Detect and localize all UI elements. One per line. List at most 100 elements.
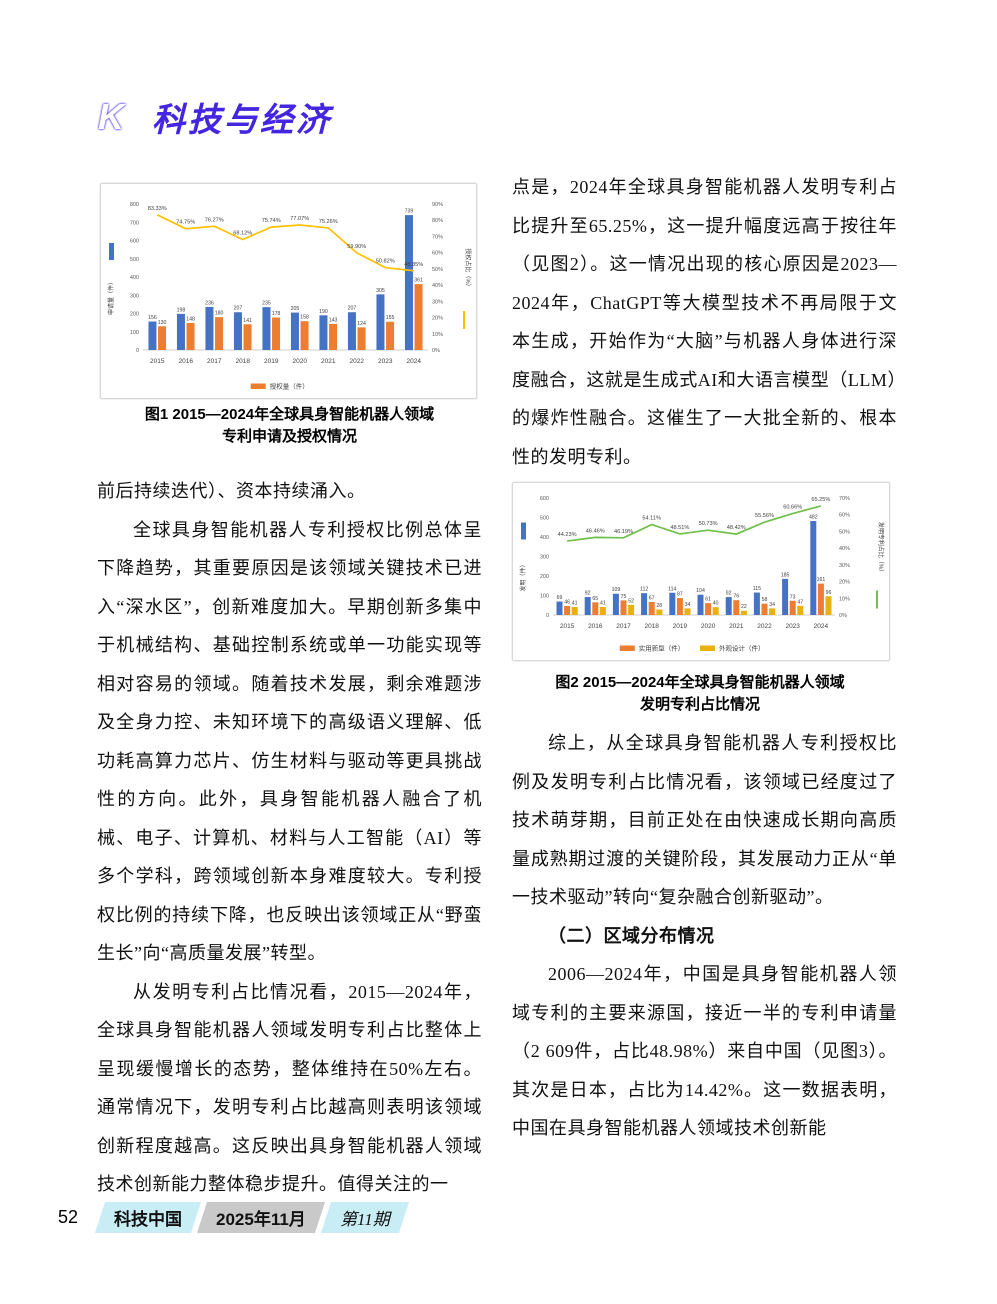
bar-value-label: 92: [585, 591, 591, 597]
line-value-label: 75.26%: [319, 219, 338, 225]
bar-value-label: 28: [656, 603, 662, 609]
section-subheading: （二）区域分布情况: [548, 925, 715, 946]
right-axis-title: 发明专利占比（%）: [877, 522, 885, 575]
y-axis-tick: 200: [130, 312, 139, 318]
bar: [705, 603, 712, 615]
bar-value-label: 87: [677, 592, 683, 598]
y2-axis-tick: 30%: [432, 299, 443, 305]
bar-value-label: 41: [600, 601, 606, 607]
line-value-label: 55.56%: [755, 513, 774, 519]
figure2-chart: 0 100 200 300 400 500 600 0% 10% 20% 30% 40% 50% 60% 7…: [512, 482, 890, 661]
bar: [290, 312, 299, 350]
issue-date-badge: 2025年11月: [196, 1202, 325, 1233]
right-axis-title: 授权占比（%）: [464, 248, 472, 289]
bar-value-label: 305: [376, 288, 385, 294]
bar: [761, 603, 768, 615]
left-column-text: 前后持续迭代）、资本持续涌入。 全球具身智能机器人专利授权比例总体呈下降趋势，其…: [97, 472, 482, 1204]
bar-value-label: 47: [797, 599, 803, 605]
y2-axis-tick: 40%: [839, 546, 850, 552]
figure1-caption: 图1 2015—2024年全球具身智能机器人领域 专利申请及授权情况: [97, 404, 482, 448]
section-title: 科技与经济: [152, 93, 332, 141]
bar-value-label: 67: [649, 595, 655, 601]
trend-line: [156, 214, 414, 272]
paragraph: 综上，从全球具身智能机器人专利授权比例及发明专利占比情况看，该领域已经度过了技术…: [512, 733, 897, 907]
bar-value-label: 143: [329, 317, 338, 323]
y-axis-tick: 300: [130, 293, 139, 299]
bar-value-label: 178: [272, 311, 281, 317]
bar-value-label: 161: [817, 577, 826, 583]
bar: [357, 327, 366, 350]
bar-value-label: 124: [357, 321, 366, 327]
x-axis-tick: 2022: [350, 358, 365, 365]
right-column-text-bottom: 综上，从全球具身智能机器人专利授权比例及发明专利占比情况看，该领域已经度过了技术…: [512, 724, 897, 1148]
bar: [769, 608, 776, 615]
bar: [782, 578, 789, 615]
left-axis-legend-swatch: [109, 243, 114, 260]
bar: [628, 604, 635, 615]
bar: [584, 597, 591, 615]
bar-value-label: 185: [781, 572, 790, 578]
bar: [599, 607, 606, 615]
bar-value-label: 207: [234, 306, 243, 312]
bar-value-label: 104: [696, 588, 705, 594]
x-axis-tick: 2023: [785, 623, 800, 630]
issue-number-badge: 第11期: [320, 1202, 409, 1233]
bar: [215, 317, 224, 350]
figure1-caption-line2: 专利申请及授权情况: [221, 428, 357, 445]
x-axis-tick: 2022: [757, 623, 772, 630]
bar: [148, 321, 157, 350]
line-value-label: 60.66%: [783, 505, 802, 511]
paragraph: 全球具身智能机器人专利授权比例总体呈下降趋势，其重要原因是该领域关键技术已进入“…: [97, 519, 482, 964]
bar: [697, 594, 704, 615]
bar-value-label: 156: [148, 315, 157, 321]
bar: [404, 215, 413, 350]
bar-value-label: 69: [557, 595, 563, 601]
legend-swatch: [250, 383, 266, 389]
bar-value-label: 96: [826, 590, 832, 596]
line-value-label: 59.90%: [347, 244, 366, 250]
bar: [564, 606, 571, 615]
bar-value-label: 158: [300, 315, 309, 321]
line-value-label: 83.33%: [148, 206, 167, 212]
bar-value-label: 130: [158, 320, 167, 326]
y-axis-tick: 400: [540, 535, 549, 541]
y-axis-tick: 700: [130, 220, 139, 226]
bar-value-label: 46: [564, 600, 570, 606]
line-value-label: 74.75%: [176, 220, 195, 226]
y2-axis-tick: 0%: [839, 613, 847, 619]
journal-name-badge: 科技中国: [94, 1202, 202, 1233]
bar: [158, 326, 167, 350]
bar-value-label: 52: [628, 598, 634, 604]
x-axis-tick: 2019: [264, 358, 279, 365]
y2-axis-tick: 20%: [432, 316, 443, 322]
bar: [300, 321, 309, 350]
bar-value-label: 236: [205, 300, 214, 306]
bar-value-label: 141: [243, 318, 252, 324]
bar: [592, 602, 599, 615]
x-axis-tick: 2018: [644, 623, 659, 630]
line-value-label: 46.46%: [586, 528, 605, 534]
bar: [612, 593, 619, 615]
bar: [386, 321, 395, 350]
line-value-label: 65.25%: [811, 497, 830, 503]
bar: [176, 313, 185, 350]
figure2-caption-line2: 发明专利占比情况: [639, 696, 760, 713]
bar-value-label: 109: [612, 587, 621, 593]
page-footer: 52 科技中国 2025年11月 第11期: [58, 1202, 410, 1233]
line-value-label: 76.27%: [205, 217, 224, 223]
y2-axis-tick: 60%: [839, 513, 850, 519]
y-axis-tick: 100: [540, 594, 549, 600]
bar-value-label: 75: [621, 594, 627, 600]
bar-value-label: 482: [809, 515, 818, 521]
bar-value-label: 73: [790, 594, 796, 600]
bar-value-label: 115: [753, 586, 761, 592]
bar: [243, 324, 252, 350]
x-axis-tick: 2020: [701, 623, 716, 630]
paragraph: 点是，2024年全球具身智能机器人发明专利占比提升至65.25%，这一提升幅度远…: [512, 177, 897, 467]
y-axis-tick: 200: [540, 574, 549, 580]
line-value-label: 46.19%: [614, 529, 633, 535]
left-axis-title: 发明（件）: [519, 561, 527, 591]
bar: [725, 597, 732, 615]
y-axis-tick: 800: [130, 202, 139, 208]
bar-value-label: 92: [726, 591, 732, 597]
